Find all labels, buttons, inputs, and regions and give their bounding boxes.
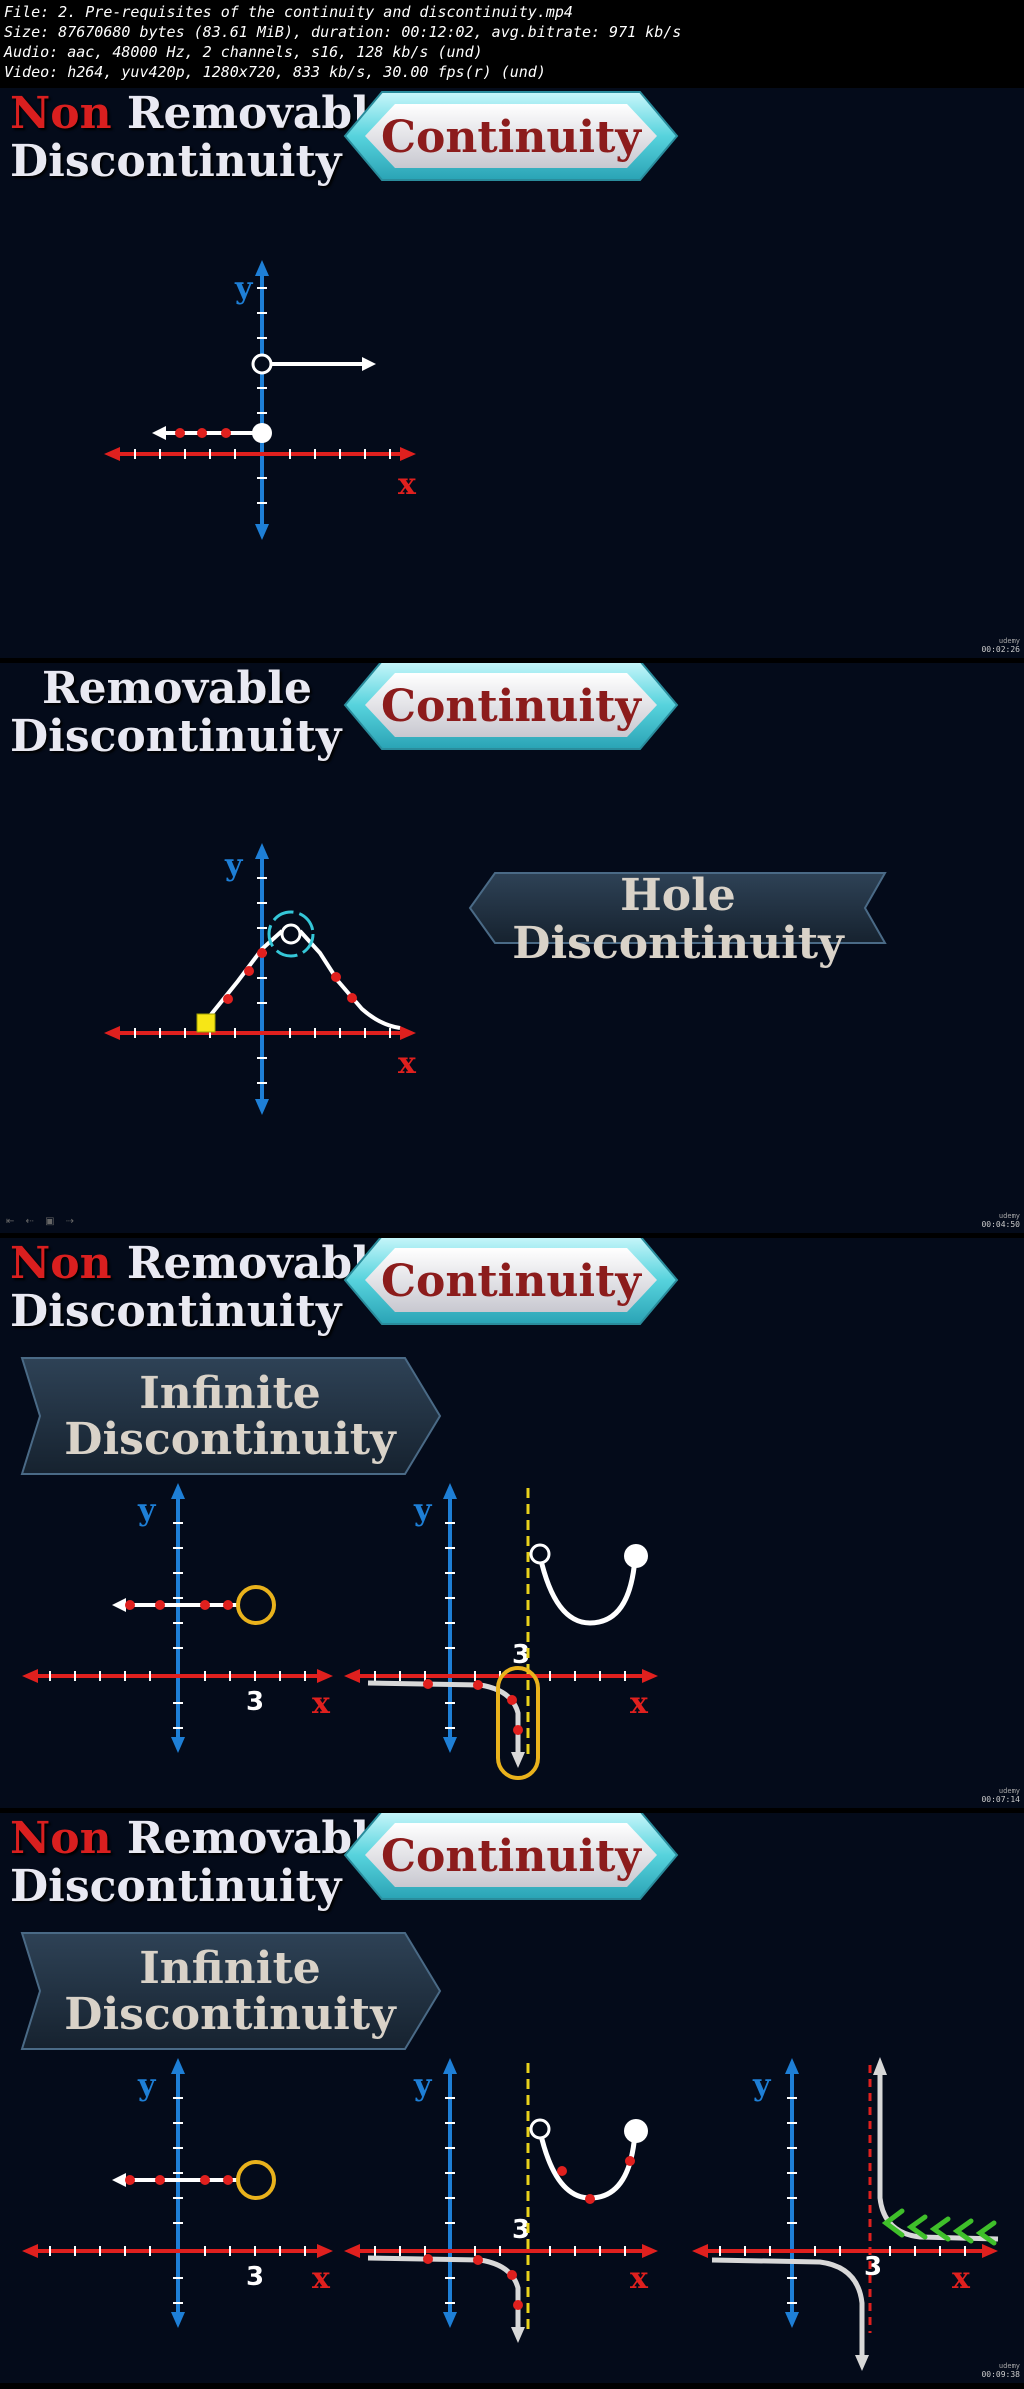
frame-graphics: Continuity y x [104,91,679,540]
frame-title: Non Removable Discontinuity [10,1815,397,1911]
video-frame-4: Non Removable Discontinuity Continuity I… [0,1813,1024,2383]
axis-y-label: y [234,271,254,306]
axis-x-label: x [312,1686,331,1721]
yellow-square-icon [196,1013,216,1033]
badge-label: Continuity [381,112,642,163]
continuity-badge: Continuity [343,1238,679,1325]
udemy-logo-icon: udemy [998,1787,1020,1795]
video-frame-2: Removable Discontinuity Continuity Hole … [0,663,1024,1233]
yellow-ring-icon [236,1585,276,1625]
timestamp: udemy 00:04:50 [981,1212,1020,1229]
udemy-logo-icon: udemy [998,637,1020,645]
frame-graphics: Continuity Hole Discontinuity [104,663,887,1115]
filled-dot-icon [624,1544,648,1568]
continuity-badge: Continuity [343,91,679,181]
title-line2: Discontinuity [10,136,342,187]
player-nav-icons[interactable]: ⇤ ⇠ ▣ ⇢ [6,1216,79,1227]
callout-line2: Discontinuity [512,918,845,969]
badge-label: Continuity [381,1256,642,1307]
file-info-header: File: 2. Pre-requisites of the continuit… [0,0,1024,88]
badge-label: Continuity [381,681,642,732]
filled-dot-icon [252,423,272,443]
udemy-logo-icon: udemy [998,2362,1020,2370]
open-circle-icon [529,1543,551,1565]
udemy-logo-icon: udemy [998,1212,1020,1220]
axis-y-label: y [137,1493,157,1528]
continuity-badge: Continuity [343,663,679,750]
file-info-line: Size: 87670680 bytes (83.61 MiB), durati… [4,23,682,41]
axis-x-label: x [952,2261,971,2296]
graph-right: y x 3 [692,2057,999,2371]
callout-line2: Discontinuity [64,1989,397,2040]
file-info-line: Audio: aac, 48000 Hz, 2 channels, s16, 1… [4,43,483,61]
graph-middle: y x 3 [344,1483,658,1780]
graph-hole: y x [104,843,417,1115]
yellow-ring-icon [236,2160,276,2200]
hole-discontinuity-callout: Hole Discontinuity [468,870,887,969]
frame-title: Non Removable Discontinuity [10,90,397,186]
axis-x-label: x [398,1046,417,1081]
axis-x-label: x [312,2261,331,2296]
graph-left: y x 3 [22,1483,333,1753]
frame-graphics: Continuity Infinite Discontinuity [20,1238,679,1780]
infinite-discontinuity-callout: Infinite Discontinuity [20,1357,442,1475]
callout-line2: Discontinuity [64,1414,397,1465]
yellow-highlight-pill [496,1666,540,1780]
title-line2: Discontinuity [10,1861,342,1912]
axis-x-label: x [398,467,417,502]
graph-middle: y x 3 [344,2058,658,2343]
title-non: Non [10,88,112,139]
title-line1: Removable [42,663,313,714]
tick-label: 3 [512,1640,530,1670]
axis-y-label: y [752,2068,772,2103]
timestamp: udemy 00:09:38 [981,2362,1020,2379]
timestamp: udemy 00:07:14 [981,1787,1020,1804]
graph-jump: y x [104,260,417,540]
graph-left: y x 3 [22,2058,333,2328]
badge-label: Continuity [381,1831,642,1882]
callout-line1: Infinite [139,1943,321,1994]
axis-y-label: y [224,848,244,883]
tick-label: 3 [246,2262,264,2292]
timestamp: udemy 00:02:26 [981,637,1020,654]
file-info-line: Video: h264, yuv420p, 1280x720, 833 kb/s… [4,63,546,81]
tick-label: 3 [864,2252,882,2282]
title-line2: Discontinuity [10,1286,342,1337]
open-circle-icon [280,923,302,945]
filled-dot-icon [624,2119,648,2143]
video-frame-3: Non Removable Discontinuity Continuity I… [0,1238,1024,1808]
title-non: Non [10,1813,112,1864]
callout-line1: Infinite [139,1368,321,1419]
frame-graphics: Continuity Infinite Discontinuity [20,1813,999,2371]
open-circle-icon [529,2118,551,2140]
tick-label: 3 [512,2215,530,2245]
continuity-badge: Continuity [343,1813,679,1900]
axis-y-label: y [413,2068,433,2103]
tick-label: 3 [246,1687,264,1717]
frame-title: Removable Discontinuity [10,665,341,761]
infinite-discontinuity-callout: Infinite Discontinuity [20,1932,442,2050]
axis-x-label: x [630,1686,649,1721]
green-arrows-icon [881,2208,997,2246]
axis-y-label: y [137,2068,157,2103]
highlight-ring-icon [267,910,315,958]
callout-line1: Hole [620,870,736,921]
video-frame-1: Non Removable Discontinuity Continuity [0,88,1024,658]
title-non: Non [10,1238,112,1289]
file-info-line: File: 2. Pre-requisites of the continuit… [4,3,573,21]
title-line2: Discontinuity [10,711,342,762]
open-circle-icon [251,353,273,375]
axis-y-label: y [413,1493,433,1528]
axis-x-label: x [630,2261,649,2296]
